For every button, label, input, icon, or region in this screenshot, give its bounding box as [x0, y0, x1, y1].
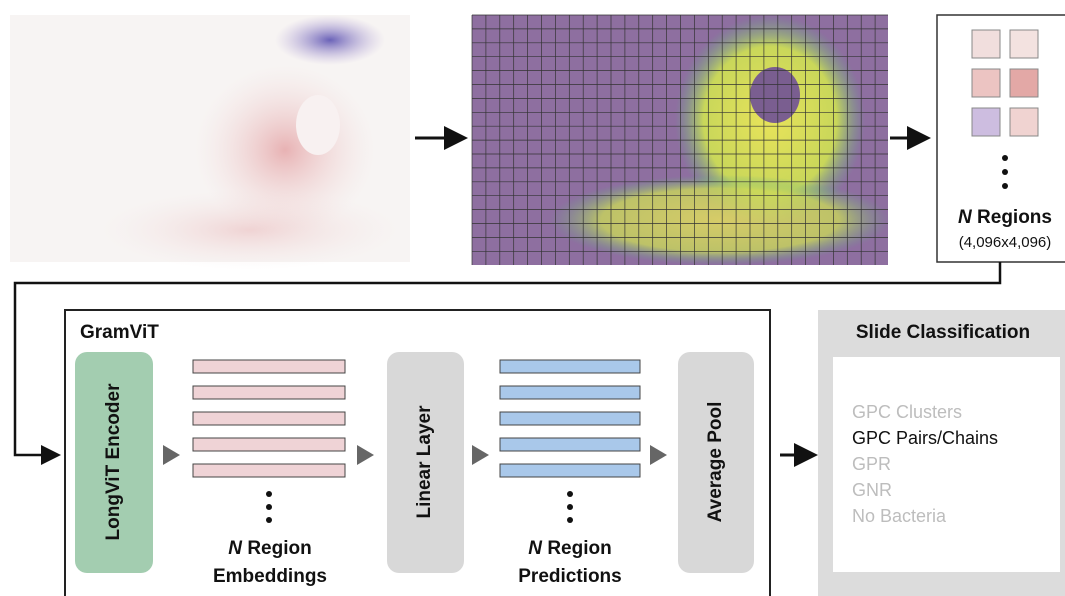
- model-box: GramViT LongViT Encoder Linear Layer Ave…: [65, 310, 770, 596]
- embedding-bar: [500, 360, 640, 373]
- embedding-bar: [193, 386, 345, 399]
- regions-size: (4,096x4,096): [959, 234, 1052, 251]
- embedding-bar: [500, 412, 640, 425]
- dot: [266, 504, 272, 510]
- dot: [567, 491, 573, 497]
- label: Region: [247, 538, 311, 559]
- linear-label: Linear Layer: [414, 405, 435, 519]
- diagram: N Regions (4,096x4,096) GramViT LongViT …: [0, 0, 1065, 596]
- regions-label: N Regions: [958, 207, 1052, 228]
- regions-panel: N Regions (4,096x4,096): [937, 15, 1065, 262]
- embedding-bar: [500, 386, 640, 399]
- slide-image: [10, 15, 410, 270]
- embedding-bar: [193, 438, 345, 451]
- label: Regions: [977, 207, 1052, 228]
- model-title: GramViT: [80, 322, 159, 343]
- dot: [567, 517, 573, 523]
- classification-panel: Slide Classification GPC Clusters GPC Pai…: [818, 310, 1065, 596]
- classification-title: Slide Classification: [856, 322, 1030, 343]
- class-label: GNR: [852, 480, 892, 500]
- embeddings-line1: N Region: [228, 538, 311, 559]
- encoder-label: LongViT Encoder: [103, 383, 124, 541]
- dot: [567, 504, 573, 510]
- dot: [266, 491, 272, 497]
- embedding-bar: [500, 438, 640, 451]
- pool-label: Average Pool: [705, 402, 726, 523]
- predictions-line2: Predictions: [518, 566, 621, 587]
- class-label: GPC Pairs/Chains: [852, 428, 998, 448]
- class-label: GPC Clusters: [852, 402, 962, 422]
- embeddings-line2: Embeddings: [213, 566, 327, 587]
- heatmap-image: [472, 15, 890, 265]
- class-label: GPR: [852, 454, 891, 474]
- dot: [266, 517, 272, 523]
- symbol: N: [228, 538, 243, 559]
- label: Region: [547, 538, 611, 559]
- symbol: N: [958, 207, 973, 228]
- embedding-bar: [193, 464, 345, 477]
- embedding-bar: [193, 360, 345, 373]
- embedding-bar: [193, 412, 345, 425]
- predictions-line1: N Region: [528, 538, 611, 559]
- class-label: No Bacteria: [852, 506, 947, 526]
- embedding-bar: [500, 464, 640, 477]
- symbol: N: [528, 538, 543, 559]
